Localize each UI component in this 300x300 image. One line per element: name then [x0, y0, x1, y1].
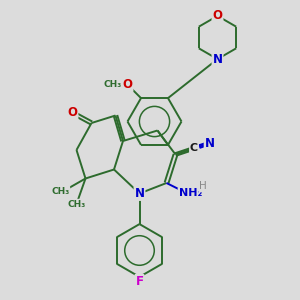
Text: CH₃: CH₃ [68, 200, 86, 208]
Text: N: N [134, 187, 145, 200]
Text: NH₂: NH₂ [178, 188, 202, 198]
Text: O: O [68, 106, 77, 119]
Text: C: C [190, 143, 198, 153]
Text: O: O [122, 78, 133, 91]
Text: N: N [205, 136, 215, 150]
Text: CH₃: CH₃ [103, 80, 122, 89]
Text: N: N [212, 52, 223, 66]
Text: O: O [212, 9, 223, 22]
Text: CH₃: CH₃ [51, 187, 70, 196]
Text: H: H [199, 182, 207, 191]
Text: F: F [136, 275, 143, 288]
